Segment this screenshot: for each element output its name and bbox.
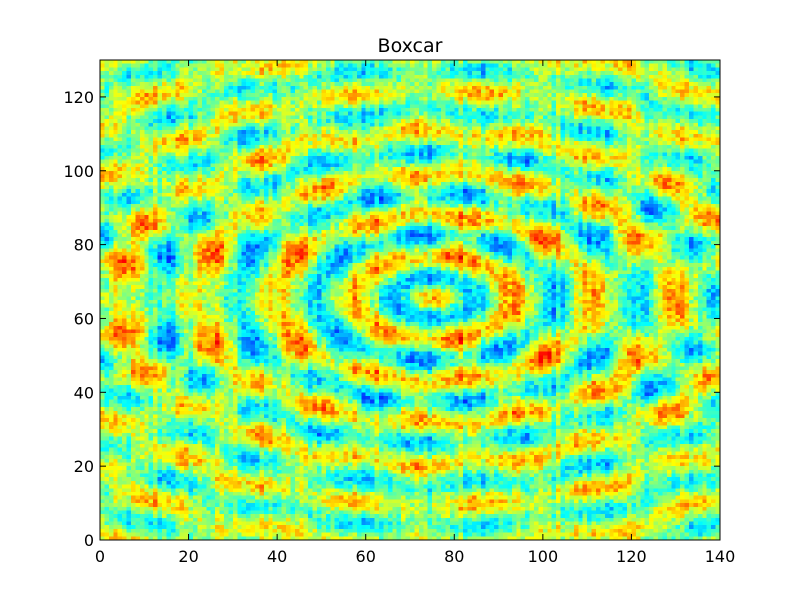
- x-tick-label: 60: [356, 547, 376, 566]
- y-tick-label: 0: [84, 531, 94, 550]
- x-tick-label: 120: [616, 547, 647, 566]
- plot-frame: [99, 59, 721, 541]
- y-tick-label: 60: [74, 309, 94, 328]
- x-tick-label: 20: [178, 547, 198, 566]
- x-tick-label: 0: [95, 547, 105, 566]
- x-axis: 0 20 40 60 80 100 120 140: [95, 60, 735, 566]
- y-tick-label: 40: [74, 383, 94, 402]
- x-tick-label: 100: [528, 547, 559, 566]
- x-tick-label: 40: [267, 547, 287, 566]
- x-tick-label: 80: [444, 547, 464, 566]
- heatmap-image: [100, 60, 720, 540]
- x-tick-label: 140: [705, 547, 736, 566]
- y-axis: 0 20 40 60 80 100 120: [63, 88, 720, 550]
- chart-title: Boxcar: [378, 35, 443, 57]
- heatmap-raster: [100, 60, 720, 540]
- y-tick-label: 120: [63, 88, 94, 107]
- y-tick-label: 100: [63, 162, 94, 181]
- y-tick-label: 80: [74, 236, 94, 255]
- y-tick-label: 20: [74, 457, 94, 476]
